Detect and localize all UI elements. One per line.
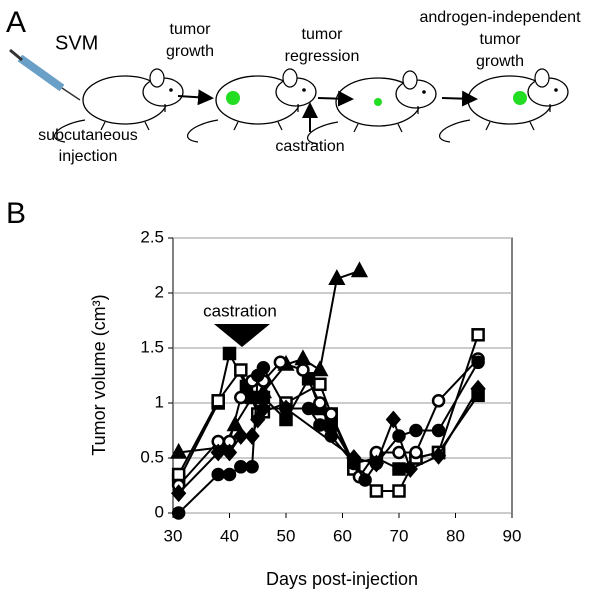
x-tick-label: 70 [390,526,409,545]
data-point [313,377,327,392]
data-point [313,418,327,432]
agent-label: SVM [55,32,98,54]
data-point [171,484,187,503]
data-point [346,449,362,467]
data-point [409,423,423,438]
mouse-icon [306,70,437,145]
data-point [369,484,384,498]
data-point [385,410,401,429]
arrows [177,89,478,132]
data-point [392,484,406,498]
step-label: growth [166,43,214,60]
data-point [210,443,226,462]
x-tick-label: 80 [446,526,465,545]
tumor-dot [226,91,240,105]
data-point [273,355,288,370]
data-point [301,401,316,416]
panel-label: A [6,6,26,39]
data-point [255,399,272,418]
annotation: castration [203,301,277,320]
data-point [234,363,248,377]
data-point [368,454,385,473]
data-point [431,423,446,438]
tumor-dot [374,98,382,106]
injection-label: subcutaneous [38,127,138,144]
data-point [234,460,248,474]
step-label: tumor [170,21,212,38]
data-point [311,360,329,377]
data-point [250,410,266,429]
x-tick-label: 90 [503,526,522,545]
data-point [324,407,338,421]
mouse-icon [186,68,317,143]
series-line [177,358,479,487]
castration-label: castration [275,138,344,155]
x-tick-label: 50 [277,526,296,545]
data-point [234,390,248,405]
injection-label: injection [59,148,118,165]
data-point [431,394,446,408]
data-point [278,399,294,418]
data-point [171,506,186,520]
step-label: androgen-independent [419,9,581,26]
data-point [171,467,186,482]
data-point [294,349,312,366]
x-tick-label: 30 [164,526,183,545]
data-point [296,363,310,377]
mouse-icon [438,68,569,143]
tumor-dot [513,91,527,105]
step-label: regression [285,48,360,65]
step-label: tumor [480,31,522,48]
data-point [409,445,423,460]
data-point [222,346,237,361]
data-point [222,467,237,482]
data-point [233,427,249,445]
step-labels: tumor growth tumor regression androgen-indep… [166,9,581,70]
data-point [245,460,259,474]
y-tick-label: 1 [155,392,164,411]
y-tick-label: 2.5 [140,227,164,246]
data-point [470,379,486,398]
plot-area: 0 0.5 1 1.5 2 2.5 30 40 50 60 70 80 90 [140,227,521,545]
y-tick-label: 1.5 [140,337,164,356]
data-point [211,467,225,482]
y-axis-title: Tumor volume (cm³) [89,294,109,455]
data-point [430,446,447,465]
x-axis-title: Days post-injection [266,569,418,589]
y-tick-label: 2 [155,282,164,301]
data-point [402,460,418,478]
data-point [358,473,372,487]
data-point [256,361,271,375]
annotation-marker [214,324,270,347]
y-tick-label: 0 [155,502,164,521]
data-point [244,427,260,445]
step-label: tumor [302,26,344,43]
x-tick-label: 60 [333,526,352,545]
data-point [350,261,369,278]
step-label: growth [476,53,524,70]
y-tick-label: 0.5 [140,447,164,466]
data-point [328,269,346,285]
data-point [471,355,485,370]
syringe [9,48,81,101]
data-point [471,328,485,342]
data-point [313,396,327,410]
data-point [211,394,225,408]
x-tick-label: 40 [220,526,239,545]
data-point [221,443,238,462]
panel-label: B [6,197,26,230]
data-point [226,415,244,432]
data-point [170,442,188,459]
